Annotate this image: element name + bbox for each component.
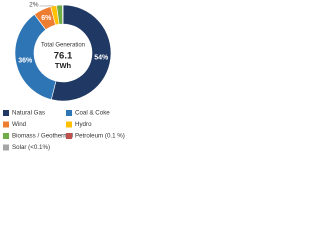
legend-swatch	[66, 110, 72, 116]
legend-label: Hydro	[75, 121, 92, 128]
legend-label: Biomass / Geothermal	[12, 133, 73, 140]
slice-label: 54%	[94, 55, 109, 62]
slice-label: 6%	[41, 15, 52, 22]
center-title: Total Generation	[41, 43, 85, 49]
center-unit: TWh	[55, 61, 72, 70]
legend-swatch	[66, 121, 72, 128]
legend-label: Wind	[12, 121, 27, 128]
slice-label: 2%	[29, 2, 39, 9]
legend-swatch	[3, 110, 9, 116]
slice-label: 36%	[18, 57, 33, 64]
legend-label: Coal & Coke	[75, 110, 110, 117]
page: {"chart_data": { "type": "donut", "cente…	[0, 0, 129, 160]
legend-swatch	[3, 144, 9, 151]
legend-swatch	[3, 121, 9, 128]
center-total: 76.1	[54, 51, 73, 62]
legend-swatch	[66, 133, 72, 139]
legend-label: Petroleum (0.1 %)	[75, 133, 125, 140]
legend-label: Solar (<0.1%)	[12, 144, 50, 151]
chart: Total Generation 76.1 TWh 54% 36% 6%2% Natu…	[3, 2, 125, 151]
legend-swatch	[3, 133, 9, 139]
donut-slice	[50, 4, 112, 102]
legend-label: Natural Gas	[12, 110, 45, 117]
